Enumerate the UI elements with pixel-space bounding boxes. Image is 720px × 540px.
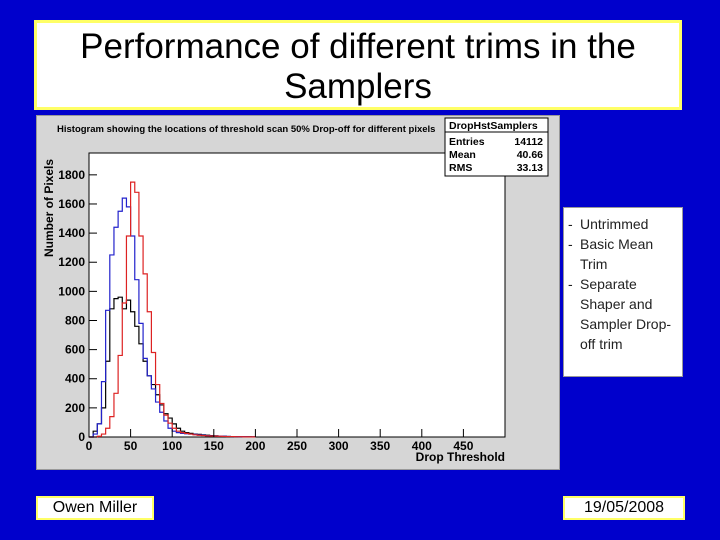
stats-entries-label: Entries <box>449 136 485 148</box>
y-tick-label: 800 <box>65 313 85 327</box>
x-tick-label: 50 <box>124 439 138 453</box>
y-tick-label: 1800 <box>58 168 85 182</box>
x-tick-label: 100 <box>162 439 182 453</box>
x-tick-label: 250 <box>287 439 307 453</box>
histogram-chart: Histogram showing the locations of thres… <box>42 117 549 464</box>
y-tick-label: 1000 <box>58 284 85 298</box>
stats-mean-value: 40.66 <box>517 149 543 161</box>
y-tick-label: 0 <box>78 430 85 444</box>
ticks-layer: 0 50 100 150 200 250 300 350 400 450 0 200 400 600 800… <box>58 168 473 453</box>
y-tick-label: 600 <box>65 343 85 357</box>
legend-dash: - <box>568 276 573 292</box>
series-line-2 <box>89 181 256 438</box>
legend-item-untrimmed: - Untrimmed <box>568 214 678 234</box>
stats-box: DropHstSamplers Entries 14112 Mean 40.66… <box>444 117 549 177</box>
stats-rms-value: 33.13 <box>517 162 543 174</box>
plot-frame: Histogram showing the locations of thres… <box>36 115 560 470</box>
chart-title: Histogram showing the locations of thres… <box>57 124 435 135</box>
legend-label: Separate Shaper and Sampler Drop-off tri… <box>580 276 672 352</box>
stats-mean-label: Mean <box>449 149 476 161</box>
y-tick-label: 1600 <box>58 197 85 211</box>
x-tick-label: 400 <box>412 439 432 453</box>
x-tick-label: 200 <box>245 439 265 453</box>
y-tick-label: 1400 <box>58 226 85 240</box>
x-axis-label: Drop Threshold <box>416 450 505 464</box>
legend-label: Untrimmed <box>580 216 649 232</box>
x-tick-label: 300 <box>329 439 349 453</box>
legend: - Untrimmed - Basic Mean Trim - Separate… <box>563 207 683 377</box>
plot-area <box>88 152 506 438</box>
legend-item-separate-trim: - Separate Shaper and Sampler Drop-off t… <box>568 274 678 354</box>
y-tick-label: 1200 <box>58 255 85 269</box>
date-footer: 19/05/2008 <box>563 496 685 520</box>
stats-entries-value: 14112 <box>514 136 543 148</box>
author-footer: Owen Miller <box>36 496 154 520</box>
stats-box-name: DropHstSamplers <box>449 120 538 132</box>
x-tick-label: 350 <box>370 439 390 453</box>
series-layer <box>89 181 256 438</box>
y-tick-label: 400 <box>65 372 85 386</box>
y-axis-label: Number of Pixels <box>42 159 56 257</box>
legend-dash: - <box>568 216 573 232</box>
x-tick-label: 150 <box>204 439 224 453</box>
legend-dash: - <box>568 236 573 252</box>
x-tick-label: 450 <box>453 439 473 453</box>
legend-label: Basic Mean Trim <box>580 236 654 272</box>
slide-title: Performance of different trims in the Sa… <box>34 20 682 110</box>
legend-item-basic-mean-trim: - Basic Mean Trim <box>568 234 678 274</box>
stats-rms-label: RMS <box>449 162 472 174</box>
stats-box-frame <box>444 117 549 177</box>
y-tick-label: 200 <box>65 401 85 415</box>
x-tick-label: 0 <box>86 439 93 453</box>
